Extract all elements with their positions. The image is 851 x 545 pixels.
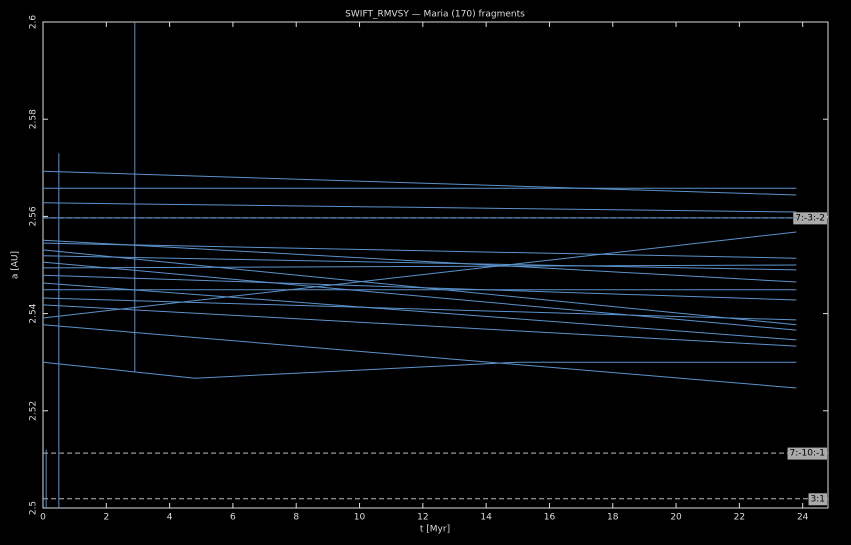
- series-line: [42, 282, 797, 341]
- series-line: [42, 239, 797, 283]
- resonance-label-box: [787, 447, 827, 460]
- y-tick-label: 2.54: [29, 303, 39, 323]
- series-line: [42, 231, 797, 319]
- y-tick-label: 2.58: [29, 109, 39, 129]
- x-tick-label: 10: [354, 513, 366, 523]
- series-line: [42, 274, 797, 301]
- y-tick-label: 2.52: [29, 401, 39, 421]
- resonance-label: 7:-3:-2: [795, 213, 825, 223]
- series-line: [42, 264, 797, 269]
- resonance-label-box: [808, 493, 827, 506]
- series-line: [42, 361, 797, 379]
- resonance-label-box: [793, 212, 827, 225]
- x-tick-label: 8: [293, 513, 299, 523]
- series-line: [42, 255, 797, 271]
- resonance-label: 3:1: [811, 494, 825, 504]
- series-line: [42, 297, 797, 321]
- series-line: [42, 202, 797, 213]
- x-tick-label: 14: [480, 513, 492, 523]
- series-line: [42, 170, 797, 196]
- x-tick-label: 18: [607, 513, 619, 523]
- x-tick-label: 16: [544, 513, 556, 523]
- series-line: [42, 324, 797, 389]
- plot-frame: [42, 21, 829, 509]
- x-tick-label: 2: [103, 513, 109, 523]
- y-tick-label: 2.5: [29, 501, 39, 515]
- y-tick-label: 2.56: [29, 206, 39, 226]
- x-axis-label: t [Myr]: [420, 525, 450, 535]
- y-tick-label: 2.6: [29, 15, 39, 30]
- x-tick-label: 4: [167, 513, 173, 523]
- x-tick-label: 0: [40, 513, 46, 523]
- series-line: [42, 304, 797, 347]
- resonance-label: 7:-10:-1: [790, 449, 825, 459]
- x-tick-label: 22: [734, 513, 745, 523]
- series-line: [42, 242, 797, 259]
- series-line: [42, 261, 797, 331]
- x-tick-label: 24: [797, 513, 809, 523]
- chart-title: SWIFT_RMVSY — Maria (170) fragments: [345, 10, 525, 20]
- y-axis-label: a [AU]: [11, 251, 21, 279]
- x-tick-label: 20: [670, 513, 682, 523]
- x-tick-label: 6: [230, 513, 236, 523]
- x-tick-label: 12: [417, 513, 428, 523]
